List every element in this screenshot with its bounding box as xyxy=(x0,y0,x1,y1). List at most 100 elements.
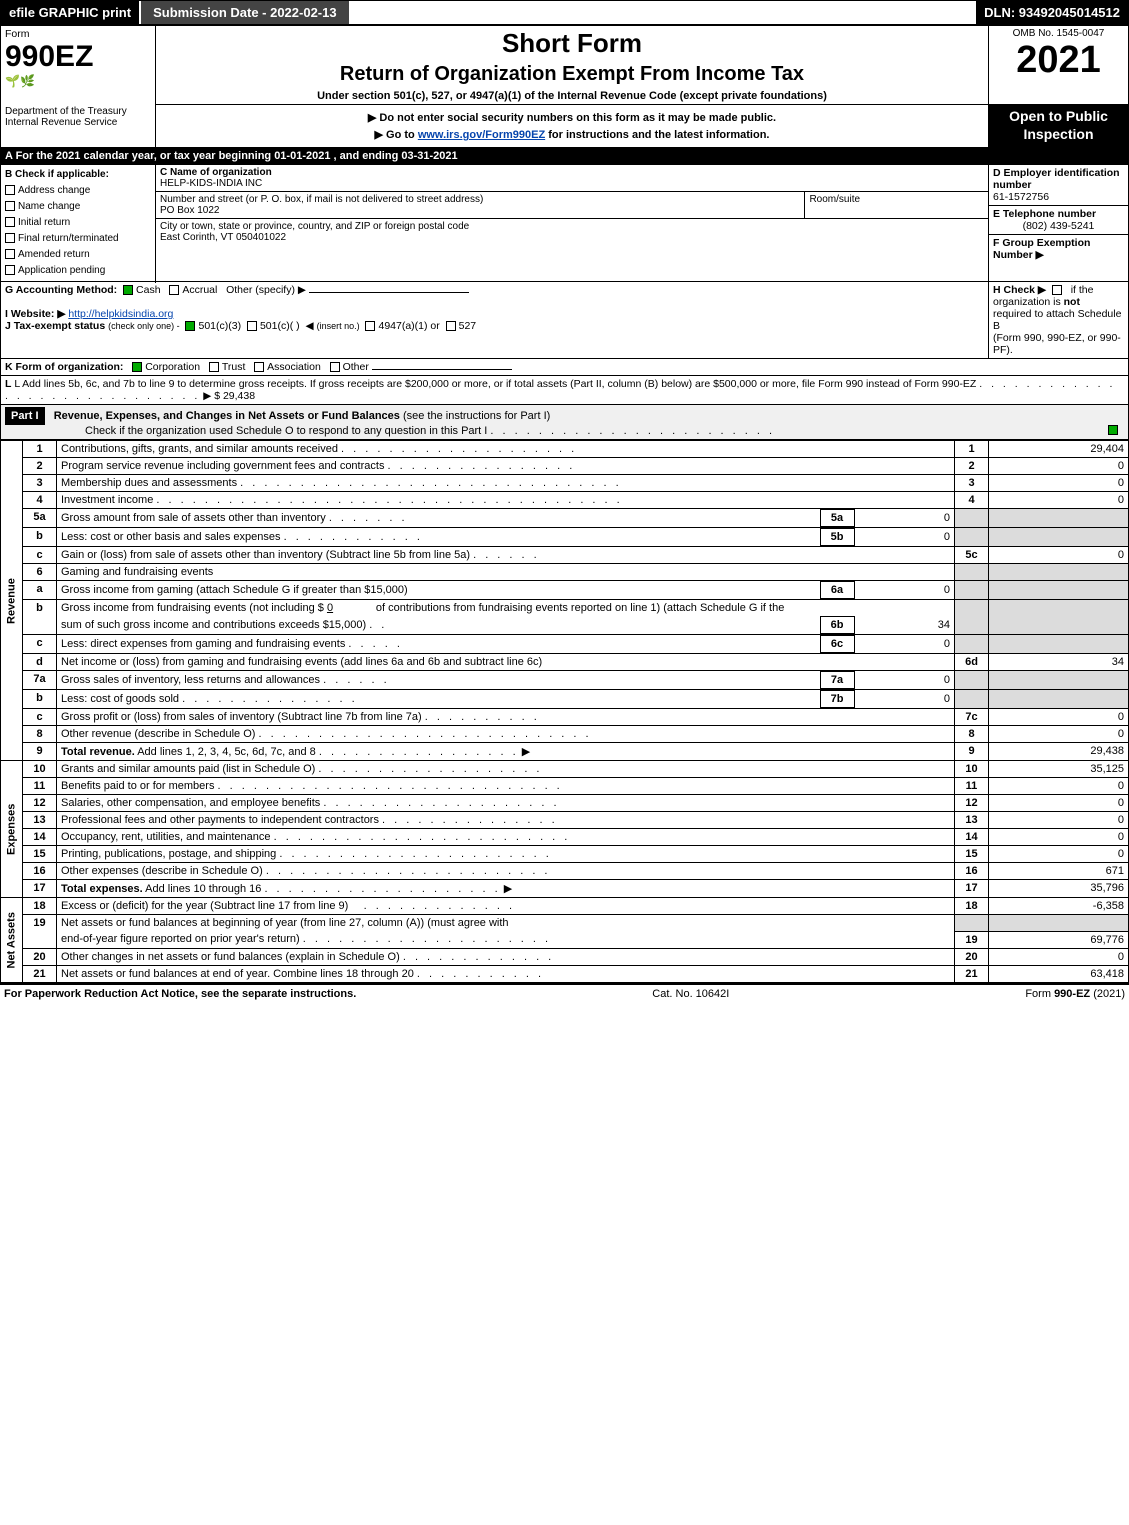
line-6a-subnum: 6a xyxy=(820,582,854,599)
other-org-input[interactable] xyxy=(372,369,512,370)
line-5c-text: Gain or (loss) from sale of assets other… xyxy=(61,549,470,561)
block-l-label: L xyxy=(5,378,11,390)
line-12-dots: . . . . . . . . . . . . . . . . . . . . xyxy=(323,797,559,809)
line-5b-refnum-grey xyxy=(955,528,989,547)
checkbox-501c[interactable] xyxy=(247,321,257,331)
line-13-num: 13 xyxy=(23,812,57,829)
checkbox-4947a1[interactable] xyxy=(365,321,375,331)
line-6b-num: b xyxy=(23,600,57,635)
527-label: 527 xyxy=(459,320,477,332)
line-19-text2: end-of-year figure reported on prior yea… xyxy=(61,933,300,945)
other-specify-label: Other (specify) ▶ xyxy=(226,284,306,296)
line-7b-subnum: 7b xyxy=(820,691,854,708)
line-19-refnum-grey xyxy=(955,915,989,932)
line-6a-text: Gross income from gaming (attach Schedul… xyxy=(61,584,408,596)
checkbox-cash[interactable] xyxy=(123,285,133,295)
line-2-amount: 0 xyxy=(989,458,1129,475)
line-9-dots: . . . . . . . . . . . . . . . . . xyxy=(319,746,519,758)
block-d-ein-label: D Employer identification number xyxy=(993,167,1120,191)
line-5c-refnum: 5c xyxy=(955,547,989,564)
ein-value: 61-1572756 xyxy=(993,191,1049,203)
application-pending-label: Application pending xyxy=(18,265,105,276)
goto-suffix: for instructions and the latest informat… xyxy=(545,129,769,141)
line-6c-subnum: 6c xyxy=(820,636,854,653)
checkbox-schedule-o-used[interactable] xyxy=(1108,425,1118,435)
line-2-dots: . . . . . . . . . . . . . . . . xyxy=(388,460,576,472)
footer-form-ref: Form 990-EZ (2021) xyxy=(1025,988,1125,1000)
checkbox-schedule-b-not-required[interactable] xyxy=(1052,285,1062,295)
footer-form-suffix: (2021) xyxy=(1090,988,1125,1000)
final-return-label: Final return/terminated xyxy=(18,233,119,244)
checkbox-other-org[interactable] xyxy=(330,362,340,372)
line-18-num: 18 xyxy=(23,898,57,915)
line-5b-subamt: 0 xyxy=(854,529,954,546)
line-5b-subnum: 5b xyxy=(820,529,854,546)
checkbox-trust[interactable] xyxy=(209,362,219,372)
line-5c-dots: . . . . . . xyxy=(473,549,540,561)
line-4-text: Investment income xyxy=(61,494,153,506)
line-8-amount: 0 xyxy=(989,726,1129,743)
other-org-label: Other xyxy=(343,361,369,373)
tax-year: 2021 xyxy=(993,39,1124,82)
line-6a-subamt: 0 xyxy=(854,582,954,599)
line-10-refnum: 10 xyxy=(955,761,989,778)
line-7a-text: Gross sales of inventory, less returns a… xyxy=(61,674,320,686)
footer-form-number: 990-EZ xyxy=(1054,988,1090,1000)
line-6c-dots: . . . . . xyxy=(348,638,403,650)
checkbox-amended-return[interactable] xyxy=(5,249,15,259)
irs-form-link[interactable]: www.irs.gov/Form990EZ xyxy=(418,129,545,141)
line-4-amount: 0 xyxy=(989,492,1129,509)
line-11-amount: 0 xyxy=(989,778,1129,795)
checkbox-final-return[interactable] xyxy=(5,233,15,243)
form-number: 990EZ xyxy=(5,40,151,74)
part-i-paren: (see the instructions for Part I) xyxy=(403,410,550,422)
line-7c-num: c xyxy=(23,709,57,726)
efile-tree-icon: 🌱🌿 xyxy=(5,74,151,88)
line-5a-text: Gross amount from sale of assets other t… xyxy=(61,512,326,524)
checkbox-address-change[interactable] xyxy=(5,185,15,195)
block-l-text: L Add lines 5b, 6c, and 7b to line 9 to … xyxy=(14,378,976,390)
checkbox-application-pending[interactable] xyxy=(5,265,15,275)
line-8-num: 8 xyxy=(23,726,57,743)
line-15-amount: 0 xyxy=(989,846,1129,863)
line-10-text: Grants and similar amounts paid (list in… xyxy=(61,763,315,775)
line-6b-text1: Gross income from fundraising events (no… xyxy=(61,602,324,614)
line-8-refnum: 8 xyxy=(955,726,989,743)
checkbox-corporation[interactable] xyxy=(132,362,142,372)
line-14-dots: . . . . . . . . . . . . . . . . . . . . … xyxy=(274,831,571,843)
checkbox-501c3[interactable] xyxy=(185,321,195,331)
line-12-refnum: 12 xyxy=(955,795,989,812)
line-7a-num: 7a xyxy=(23,671,57,690)
initial-return-label: Initial return xyxy=(18,217,70,228)
checkbox-527[interactable] xyxy=(446,321,456,331)
line-6c-amount-grey xyxy=(989,635,1129,654)
line-19-dots: . . . . . . . . . . . . . . . . . . . . … xyxy=(303,933,551,945)
line-16-amount: 671 xyxy=(989,863,1129,880)
line-20-dots: . . . . . . . . . . . . . xyxy=(403,951,554,963)
line-19-amount-grey xyxy=(989,915,1129,932)
insert-no-arrow-icon xyxy=(303,320,317,332)
line-21-amount: 63,418 xyxy=(989,965,1129,982)
line-17-num: 17 xyxy=(23,880,57,898)
insert-no-label: (insert no.) xyxy=(317,321,360,331)
checkbox-association[interactable] xyxy=(254,362,264,372)
checkbox-initial-return[interactable] xyxy=(5,217,15,227)
line-3-num: 3 xyxy=(23,475,57,492)
checkbox-name-change[interactable] xyxy=(5,201,15,211)
line-18-refnum: 18 xyxy=(955,898,989,915)
website-link[interactable]: http://helpkidsindia.org xyxy=(68,308,173,320)
line-17-dots: . . . . . . . . . . . . . . . . . . . . xyxy=(264,883,500,895)
name-change-label: Name change xyxy=(18,201,80,212)
line-21-text: Net assets or fund balances at end of ye… xyxy=(61,968,414,980)
line-13-text: Professional fees and other payments to … xyxy=(61,814,379,826)
line-5a-subnum: 5a xyxy=(820,510,854,527)
phone-value: (802) 439-5241 xyxy=(993,220,1124,232)
line-5a-num: 5a xyxy=(23,509,57,528)
city-label: City or town, state or province, country… xyxy=(160,221,469,232)
checkbox-accrual[interactable] xyxy=(169,285,179,295)
line-6d-num: d xyxy=(23,654,57,671)
line-15-dots: . . . . . . . . . . . . . . . . . . . . … xyxy=(279,848,552,860)
short-form-title: Short Form xyxy=(160,28,984,59)
line-12-text: Salaries, other compensation, and employ… xyxy=(61,797,320,809)
other-specify-input[interactable] xyxy=(309,292,469,293)
